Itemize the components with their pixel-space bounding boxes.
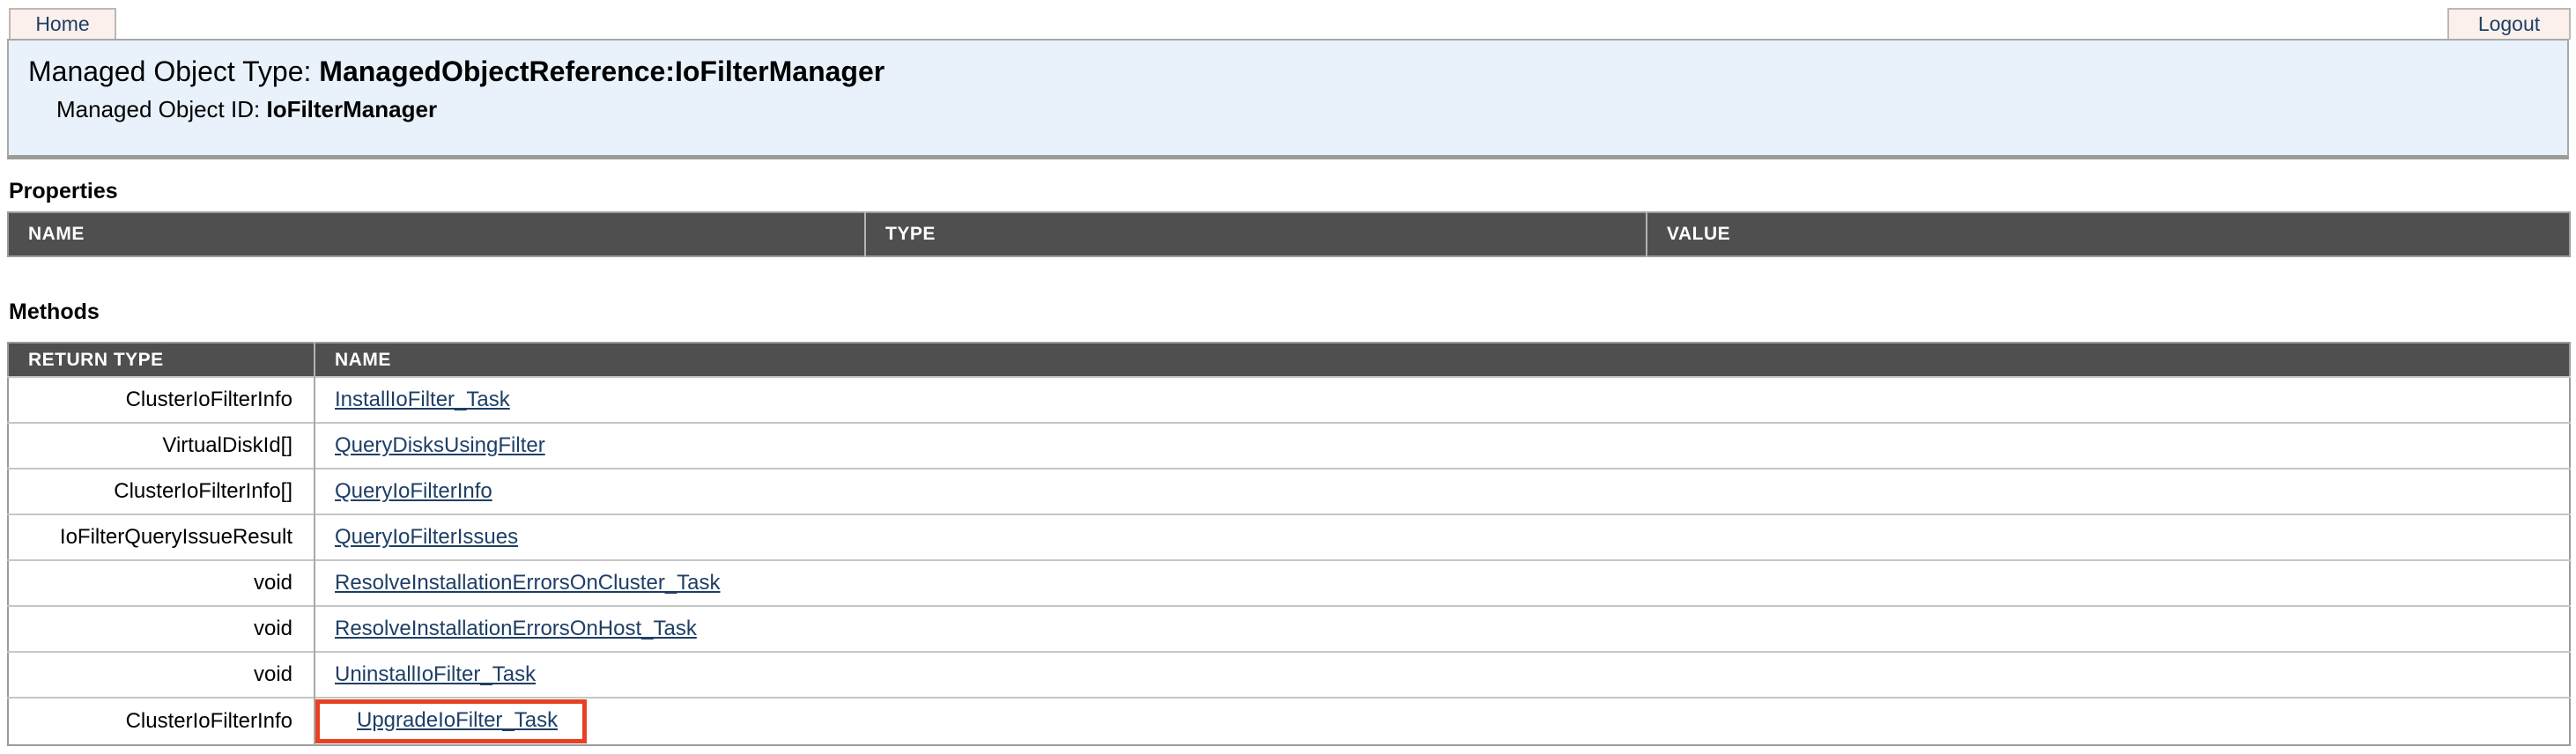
table-row: ClusterIoFilterInfo UpgradeIoFilter_Task bbox=[8, 697, 2570, 745]
properties-col-value: VALUE bbox=[1647, 212, 2570, 256]
managed-object-id-label: Managed Object ID: bbox=[56, 96, 267, 122]
method-return-type: void bbox=[8, 651, 315, 698]
methods-col-return-type: RETURN TYPE bbox=[8, 343, 315, 377]
method-link-resolve-installation-errors-on-host-task[interactable]: ResolveInstallationErrorsOnHost_Task bbox=[335, 617, 697, 640]
method-link-uninstall-iofilter-task[interactable]: UninstallIoFilter_Task bbox=[335, 662, 537, 686]
method-return-type: IoFilterQueryIssueResult bbox=[8, 514, 315, 560]
table-row: void ResolveInstallationErrorsOnCluster_… bbox=[8, 559, 2570, 606]
method-link-resolve-installation-errors-on-cluster-task[interactable]: ResolveInstallationErrorsOnCluster_Task bbox=[335, 571, 721, 595]
managed-object-type-line: Managed Object Type: ManagedObjectRefere… bbox=[28, 51, 2567, 92]
managed-object-type-label: Managed Object Type: bbox=[28, 55, 320, 87]
table-row: void ResolveInstallationErrorsOnHost_Tas… bbox=[8, 605, 2570, 652]
properties-table: NAME TYPE VALUE bbox=[7, 211, 2571, 257]
method-link-upgrade-iofilter-task[interactable]: UpgradeIoFilter_Task bbox=[357, 708, 559, 732]
methods-heading: Methods bbox=[9, 299, 100, 324]
table-row: VirtualDiskId[] QueryDisksUsingFilter bbox=[8, 422, 2570, 469]
logout-button[interactable]: Logout bbox=[2447, 8, 2571, 40]
method-link-query-iofilter-issues[interactable]: QueryIoFilterIssues bbox=[335, 525, 519, 549]
method-return-type: ClusterIoFilterInfo bbox=[8, 376, 315, 423]
method-link-query-disks-using-filter[interactable]: QueryDisksUsingFilter bbox=[335, 433, 545, 457]
properties-header-row: NAME TYPE VALUE bbox=[8, 212, 2570, 256]
managed-object-type-value: ManagedObjectReference:IoFilterManager bbox=[319, 55, 885, 87]
methods-header-row: RETURN TYPE NAME bbox=[8, 343, 2570, 377]
home-tab[interactable]: Home bbox=[9, 8, 116, 40]
table-row: IoFilterQueryIssueResult QueryIoFilterIs… bbox=[8, 514, 2570, 560]
methods-table: RETURN TYPE NAME ClusterIoFilterInfo Ins… bbox=[7, 342, 2571, 746]
method-return-type: VirtualDiskId[] bbox=[8, 422, 315, 469]
table-row: ClusterIoFilterInfo InstallIoFilter_Task bbox=[8, 376, 2570, 423]
method-return-type: ClusterIoFilterInfo bbox=[8, 697, 315, 745]
managed-object-info-panel: Managed Object Type: ManagedObjectRefere… bbox=[7, 39, 2569, 159]
managed-object-id-line: Managed Object ID: IoFilterManager bbox=[28, 92, 2567, 127]
method-return-type: void bbox=[8, 559, 315, 606]
managed-object-id-value: IoFilterManager bbox=[266, 96, 438, 122]
properties-col-type: TYPE bbox=[865, 212, 1647, 256]
table-row: ClusterIoFilterInfo[] QueryIoFilterInfo bbox=[8, 468, 2570, 514]
method-link-query-iofilter-info[interactable]: QueryIoFilterInfo bbox=[335, 479, 492, 503]
table-row: void UninstallIoFilter_Task bbox=[8, 651, 2570, 698]
methods-col-name: NAME bbox=[315, 343, 2570, 377]
properties-col-name: NAME bbox=[8, 212, 866, 256]
highlight-box: UpgradeIoFilter_Task bbox=[315, 699, 588, 743]
method-return-type: ClusterIoFilterInfo[] bbox=[8, 468, 315, 514]
method-link-install-iofilter-task[interactable]: InstallIoFilter_Task bbox=[335, 388, 510, 411]
properties-heading: Properties bbox=[9, 179, 118, 203]
method-return-type: void bbox=[8, 605, 315, 652]
